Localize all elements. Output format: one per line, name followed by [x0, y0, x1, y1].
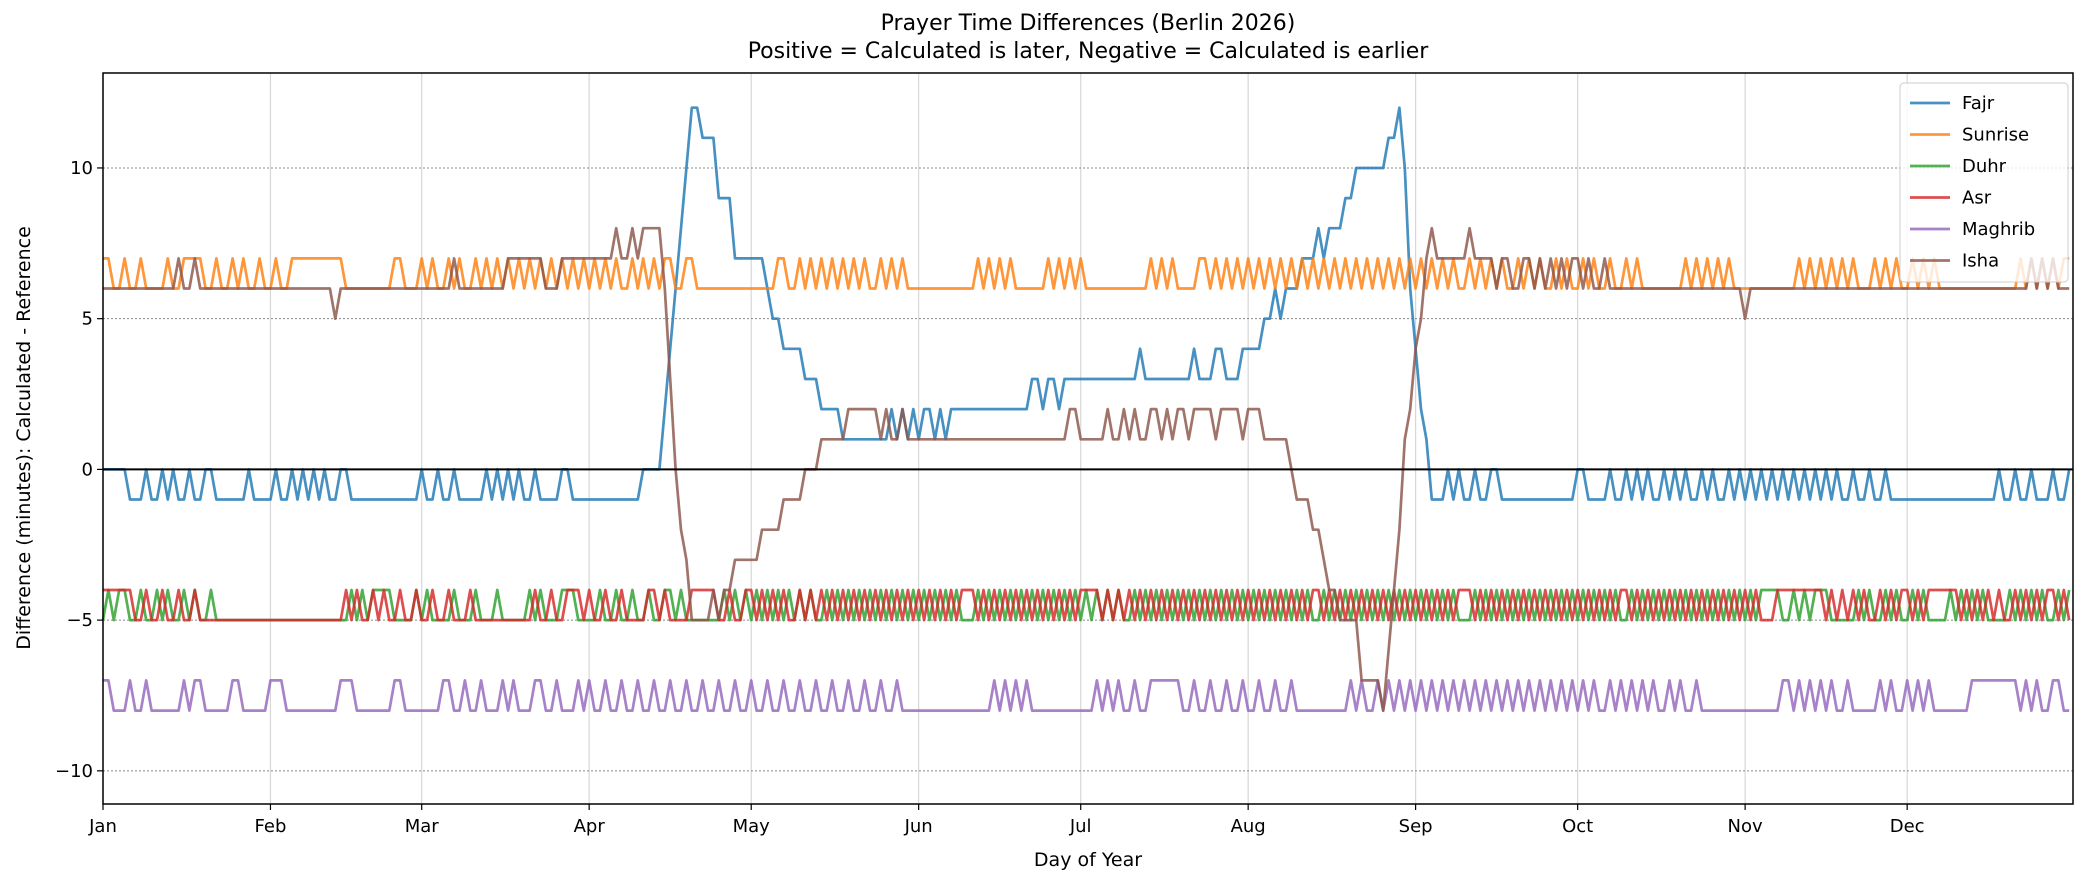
x-tick-label: May	[733, 816, 771, 837]
chart-subtitle: Positive = Calculated is later, Negative…	[748, 39, 1430, 64]
x-tick-label: Aug	[1231, 816, 1266, 837]
x-tick-label: Jan	[88, 816, 117, 837]
series-line-isha	[103, 226, 2070, 712]
x-tick-label: Oct	[1562, 816, 1593, 837]
x-tick-label: Feb	[255, 816, 287, 837]
legend: Fajr Sunrise Duhr Asr Maghrib Isha	[1899, 82, 2069, 283]
y-tick-label: 5	[82, 309, 93, 330]
series-line-maghrib	[103, 679, 2070, 712]
legend-label: Duhr	[1962, 156, 2007, 177]
legend-box	[1899, 82, 2069, 283]
x-tick-label: Jun	[904, 816, 933, 837]
y-tick-label: −10	[55, 761, 93, 782]
x-tick-label: Nov	[1728, 816, 1763, 837]
series-line-sunrise	[103, 257, 2070, 290]
chart-title: Prayer Time Differences (Berlin 2026)	[881, 11, 1296, 36]
x-axis-ticks: Jan Feb Mar Apr May Jun Jul Aug Sep Oct Nov Dec	[88, 804, 1925, 837]
y-tick-label: −5	[66, 610, 93, 631]
x-tick-label: Mar	[405, 816, 440, 837]
x-tick-label: Jul	[1069, 816, 1092, 837]
y-axis-label: Difference (minutes): Calculated - Refer…	[13, 226, 35, 650]
y-tick-label: 0	[82, 459, 93, 480]
legend-label: Maghrib	[1962, 219, 2035, 240]
y-tick-label: 10	[70, 158, 93, 179]
series-line-fajr	[103, 106, 2071, 501]
plot-frame	[102, 72, 2074, 805]
legend-label: Asr	[1962, 188, 1992, 209]
legend-label: Isha	[1962, 251, 1999, 272]
x-tick-label: Dec	[1890, 816, 1925, 837]
series-line-asr	[103, 588, 2071, 622]
x-axis-label: Day of Year	[1034, 849, 1142, 871]
x-tick-label: Apr	[574, 816, 606, 837]
x-tick-label: Sep	[1399, 816, 1433, 837]
legend-label: Sunrise	[1962, 125, 2029, 146]
legend-label: Fajr	[1962, 93, 1995, 114]
series-lines	[101, 106, 2071, 712]
y-axis-ticks: 10 5 0 −5 −10	[55, 158, 103, 782]
